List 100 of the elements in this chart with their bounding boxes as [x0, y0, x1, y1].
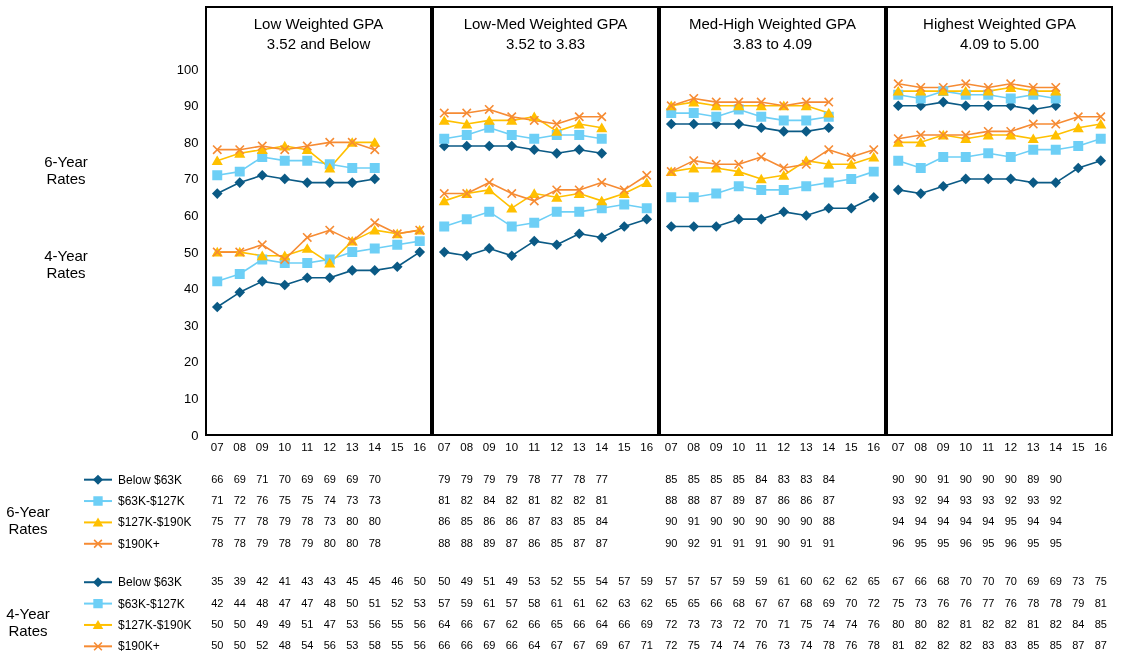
data-label: 47 [301, 596, 314, 609]
data-label: 87 [822, 494, 835, 507]
data-label: 91 [937, 472, 950, 485]
x-tick-label: 07 [891, 441, 905, 453]
data-label: 55 [573, 575, 586, 588]
data-label: 81 [892, 639, 905, 652]
data-label: 66 [460, 639, 473, 652]
data-label: 46 [391, 575, 404, 588]
x-tick-label: 08 [460, 441, 474, 453]
data-label: 79 [483, 472, 496, 485]
data-label: 77 [595, 472, 608, 485]
x-tick-label: 12 [550, 441, 564, 453]
y-tick-label: 30 [184, 317, 199, 333]
data-label: 69 [346, 472, 359, 485]
data-label: 51 [483, 575, 496, 588]
x-tick-label: 07 [437, 441, 451, 453]
text: Low-Med Weighted GPA [463, 15, 628, 32]
data-label: 69 [1027, 575, 1040, 588]
data-label: 94 [1049, 515, 1062, 528]
data-label: 73 [368, 494, 381, 507]
data-label: 59 [640, 575, 653, 588]
data-label: 69 [640, 617, 653, 630]
x-tick-label: 10 [959, 441, 973, 453]
x-tick-label: 08 [687, 441, 701, 453]
data-label: 49 [505, 575, 518, 588]
data-label: 69 [301, 472, 314, 485]
data-label: 85 [573, 515, 586, 528]
data-label: 74 [323, 494, 336, 507]
data-label: 77 [982, 596, 995, 609]
data-label: 68 [800, 596, 813, 609]
data-label: 85 [1027, 639, 1040, 652]
data-label: 55 [391, 617, 404, 630]
data-label: 82 [550, 494, 563, 507]
data-label: 90 [1049, 472, 1062, 485]
data-label: 61 [550, 596, 563, 609]
data-label: 89 [732, 494, 745, 507]
data-label: 65 [550, 617, 563, 630]
data-label: 51 [368, 596, 381, 609]
text: 3.83 to 4.09 [732, 35, 813, 52]
data-label: 70 [755, 617, 768, 630]
data-label: 52 [256, 639, 269, 652]
data-label: 90 [665, 536, 678, 549]
data-label: 69 [822, 596, 835, 609]
data-label: 71 [211, 494, 224, 507]
data-label: 80 [368, 515, 381, 528]
data-label: 56 [413, 639, 426, 652]
data-label: 85 [665, 472, 678, 485]
legend-label: Below $63K [118, 472, 183, 487]
text: Low Weighted GPA [253, 15, 384, 32]
data-label: 86 [483, 515, 496, 528]
data-label: 80 [323, 536, 336, 549]
x-tick-label: 16 [413, 441, 427, 453]
data-label: 69 [483, 639, 496, 652]
data-label: 92 [1049, 494, 1062, 507]
data-label: 50 [211, 617, 224, 630]
data-label: 86 [505, 515, 518, 528]
data-label: 65 [665, 596, 678, 609]
data-label: 90 [755, 515, 768, 528]
data-label: 74 [800, 639, 813, 652]
data-label: 66 [505, 639, 518, 652]
data-label: 73 [710, 617, 723, 630]
data-label: 75 [1094, 575, 1107, 588]
data-label: 57 [618, 575, 631, 588]
x-tick-label: 07 [210, 441, 224, 453]
x-tick-label: 09 [936, 441, 950, 453]
data-label: 90 [959, 472, 972, 485]
x-tick-label: 09 [709, 441, 723, 453]
data-label: 80 [892, 617, 905, 630]
data-label: 61 [483, 596, 496, 609]
data-label: 81 [1027, 617, 1040, 630]
data-label: 88 [665, 494, 678, 507]
y-tick-label: 80 [184, 134, 199, 150]
data-label: 76 [256, 494, 269, 507]
data-label: 76 [867, 617, 880, 630]
data-label: 72 [732, 617, 745, 630]
text: 6-Year Rates [6, 502, 50, 537]
data-label: 87 [1072, 639, 1085, 652]
data-label: 90 [777, 536, 790, 549]
data-label: 74 [732, 639, 745, 652]
data-label: 66 [211, 472, 224, 485]
data-label: 42 [211, 596, 224, 609]
data-label: 95 [1027, 536, 1040, 549]
data-label: 96 [1004, 536, 1017, 549]
x-tick-label: 14 [595, 441, 609, 453]
data-label: 70 [982, 575, 995, 588]
data-label: 90 [982, 472, 995, 485]
data-label: 79 [256, 536, 269, 549]
x-tick-label: 10 [505, 441, 519, 453]
data-label: 84 [755, 472, 768, 485]
data-label: 45 [346, 575, 359, 588]
data-label: 66 [710, 596, 723, 609]
data-label: 44 [233, 596, 246, 609]
data-label: 69 [595, 639, 608, 652]
data-label: 85 [710, 472, 723, 485]
data-label: 93 [892, 494, 905, 507]
data-label: 77 [550, 472, 563, 485]
data-label: 61 [777, 575, 790, 588]
data-label: 73 [687, 617, 700, 630]
data-label: 47 [278, 596, 291, 609]
data-label: 87 [528, 515, 541, 528]
